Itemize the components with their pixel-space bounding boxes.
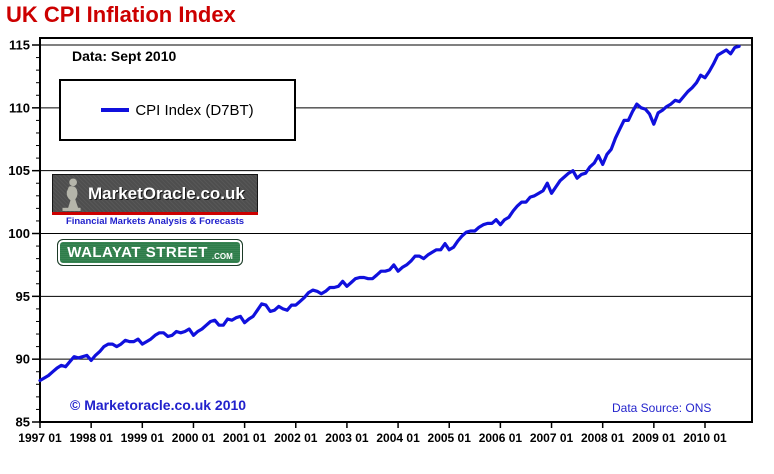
legend-label: CPI Index (D7BT)	[135, 101, 254, 119]
data-source-note: Data Source: ONS	[612, 401, 712, 415]
y-tick-label: 115	[9, 38, 30, 53]
x-tick-label: 2005 01	[428, 431, 472, 445]
walayat-street-suffix: .COM	[211, 252, 233, 261]
x-tick-label: 2010 01	[683, 431, 727, 445]
x-tick-label: 2007 01	[530, 431, 574, 445]
x-tick-label: 2004 01	[376, 431, 420, 445]
cpi-data-line	[38, 44, 741, 383]
x-tick-label: 1997 01	[18, 431, 62, 445]
y-tick-label: 90	[16, 352, 30, 367]
y-tick-label: 105	[8, 163, 30, 178]
y-tick-label: 100	[8, 226, 30, 241]
x-tick-label: 2000 01	[172, 431, 216, 445]
thinker-statue-icon	[62, 178, 81, 211]
x-tick-label: 1999 01	[121, 431, 165, 445]
x-tick-label: 2002 01	[274, 431, 318, 445]
copyright-note: © Marketoracle.co.uk 2010	[70, 397, 247, 413]
x-tick-label: 2009 01	[632, 431, 676, 445]
marketoracle-wordmark: MarketOracle.co.uk	[88, 183, 245, 203]
x-tick-label: 2008 01	[581, 431, 625, 445]
marketoracle-logo: MarketOracle.co.uk Financial Markets Ana…	[52, 174, 258, 228]
x-tick-label: 2003 01	[325, 431, 369, 445]
marketoracle-red-stripe	[52, 212, 258, 215]
plot-border	[39, 37, 753, 423]
y-tick-label: 85	[16, 415, 30, 430]
x-tick-label: 1998 01	[69, 431, 113, 445]
walayat-street-wordmark: WALAYAT STREET	[67, 244, 208, 261]
marketoracle-tagline: Financial Markets Analysis & Forecasts	[52, 215, 258, 228]
walayat-street-sign: WALAYAT STREET .COM	[57, 239, 243, 266]
y-tick-label: 95	[16, 289, 30, 304]
x-tick-label: 2001 01	[223, 431, 267, 445]
x-tick-label: 2006 01	[479, 431, 523, 445]
page-title: UK CPI Inflation Index	[6, 2, 236, 27]
legend-box: CPI Index (D7BT)	[59, 79, 296, 141]
data-date-note: Data: Sept 2010	[72, 48, 177, 64]
y-tick-label: 110	[9, 100, 30, 115]
legend-line-swatch-icon	[101, 108, 130, 112]
